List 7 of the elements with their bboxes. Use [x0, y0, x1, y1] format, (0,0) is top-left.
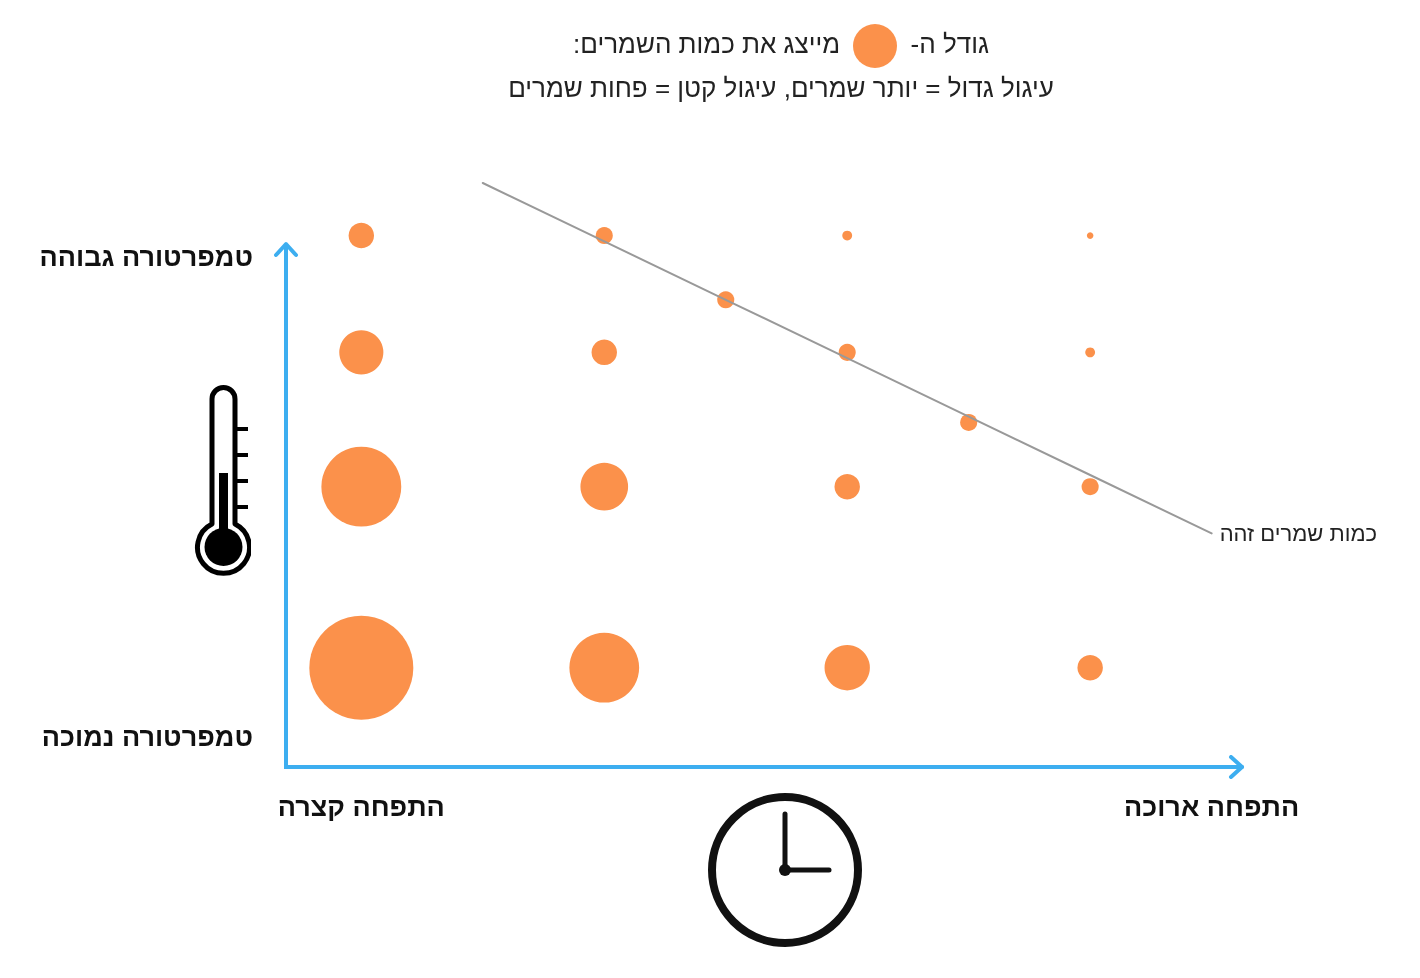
text: טמפרטורה גבוהה	[39, 242, 253, 272]
x-tick-label: התפחה קצרה	[277, 791, 445, 822]
chart-title: גודל ה- מייצג את כמות השמרים:	[573, 29, 989, 59]
series-label: כמות שמרים זהה	[1219, 520, 1378, 546]
text: טמפרטורה נמוכה	[41, 722, 253, 752]
chart-subtitle: עיגול גדול = יותר שמרים, עיגול קטן = פחות שמרים	[507, 72, 1055, 106]
x-tick-label: התפחה ארוכה	[1124, 791, 1300, 822]
